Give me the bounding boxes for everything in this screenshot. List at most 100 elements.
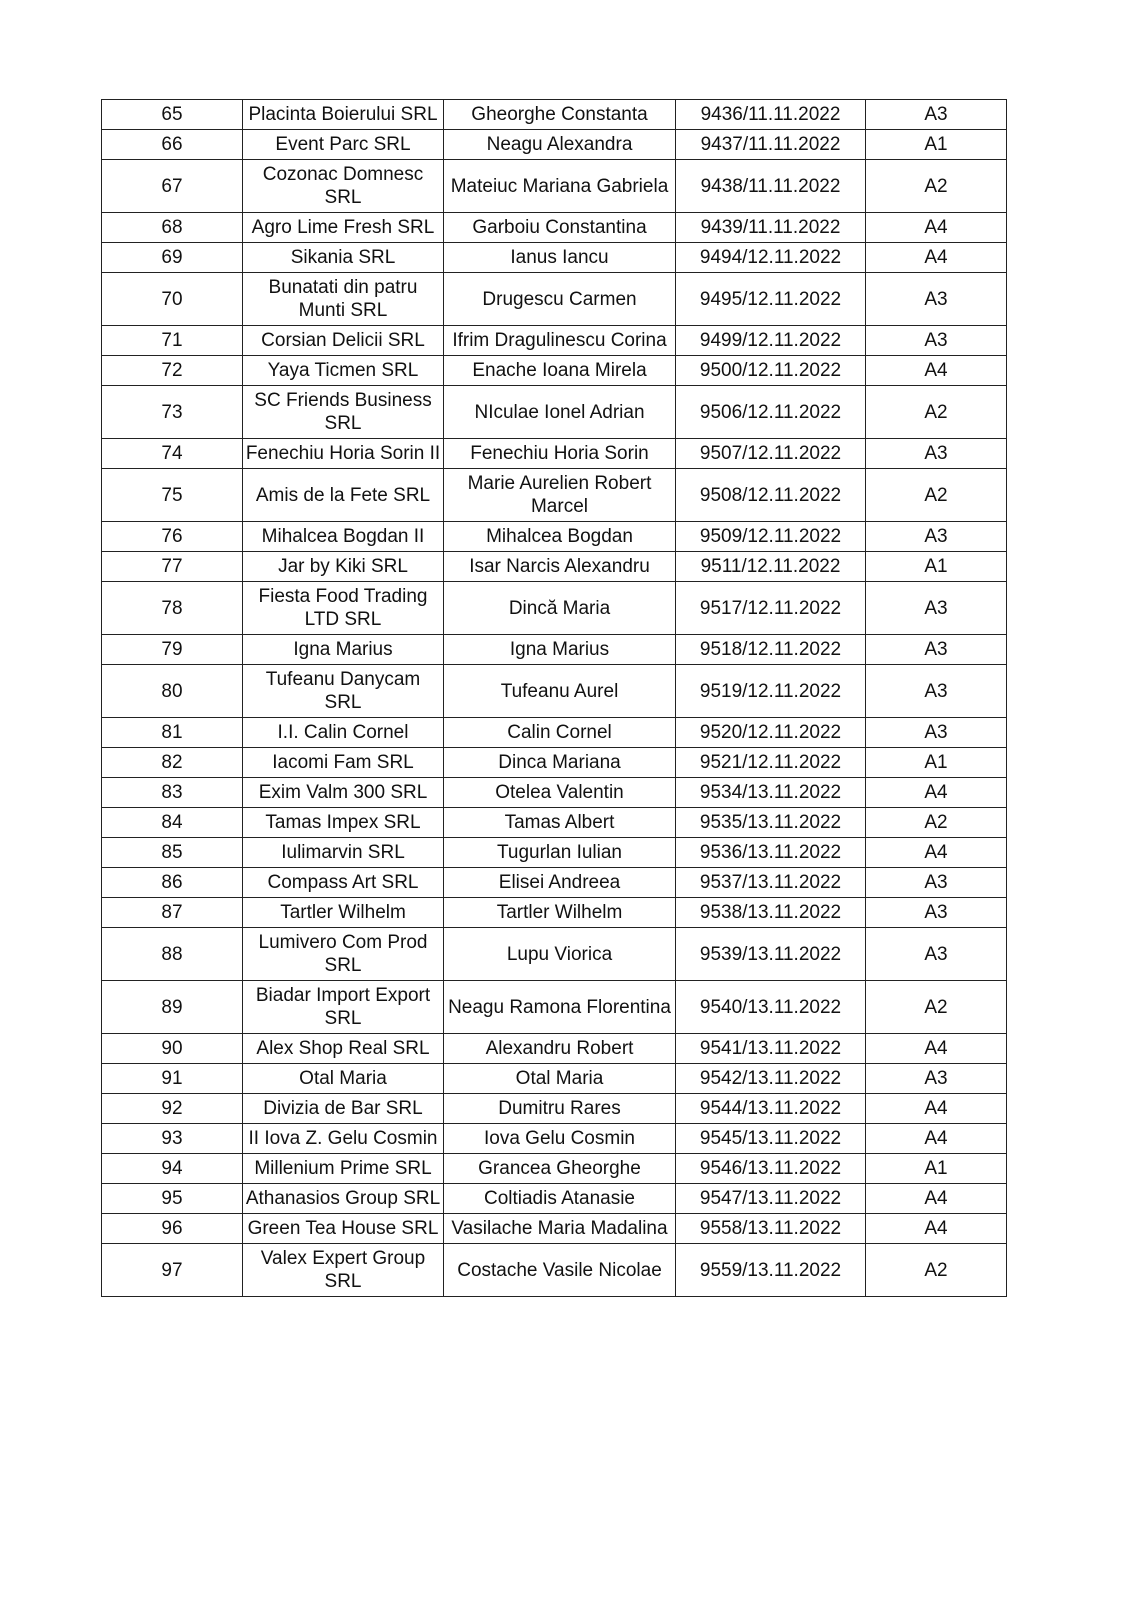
- row-number-cell: 97: [101, 1243, 243, 1297]
- table-row: 66 Event Parc SRL Neagu Alexandra 9437/11.1…: [101, 129, 1007, 160]
- table-row: 87 Tartler Wilhelm Tartler Wilhelm 9538/13.…: [101, 897, 1007, 928]
- table-row: 95 Athanasios Group SRL Coltiadis Atanasie…: [101, 1183, 1007, 1214]
- category-cell: A3: [865, 867, 1007, 898]
- category-cell: A1: [865, 129, 1007, 160]
- person-name-cell: Neagu Ramona Florentina: [443, 980, 676, 1034]
- row-number-cell: 79: [101, 634, 243, 665]
- table-row: 86 Compass Art SRL Elisei Andreea 9537/13.1…: [101, 867, 1007, 898]
- row-number-cell: 80: [101, 664, 243, 718]
- company-name-cell: Corsian Delicii SRL: [242, 325, 444, 356]
- person-name-cell: Ifrim Dragulinescu Corina: [443, 325, 676, 356]
- category-cell: A3: [865, 1063, 1007, 1094]
- table-row: 94 Millenium Prime SRL Grancea Gheorghe 954…: [101, 1153, 1007, 1184]
- person-name-cell: Elisei Andreea: [443, 867, 676, 898]
- row-number-cell: 65: [101, 99, 243, 130]
- row-number-cell: 89: [101, 980, 243, 1034]
- table-row: 88 Lumivero Com Prod SRL Lupu Viorica 9539/…: [101, 927, 1007, 981]
- table-row: 76 Mihalcea Bogdan II Mihalcea Bogdan 9509/…: [101, 521, 1007, 552]
- company-name-cell: Agro Lime Fresh SRL: [242, 212, 444, 243]
- company-name-cell: Sikania SRL: [242, 242, 444, 273]
- registration-number-cell: 9439/11.11.2022: [675, 212, 866, 243]
- row-number-cell: 81: [101, 717, 243, 748]
- row-number-cell: 86: [101, 867, 243, 898]
- category-cell: A3: [865, 438, 1007, 469]
- person-name-cell: Grancea Gheorghe: [443, 1153, 676, 1184]
- person-name-cell: Tufeanu Aurel: [443, 664, 676, 718]
- row-number-cell: 90: [101, 1033, 243, 1064]
- registration-number-cell: 9544/13.11.2022: [675, 1093, 866, 1124]
- row-number-cell: 71: [101, 325, 243, 356]
- registration-number-cell: 9540/13.11.2022: [675, 980, 866, 1034]
- row-number-cell: 84: [101, 807, 243, 838]
- company-name-cell: Cozonac Domnesc SRL: [242, 159, 444, 213]
- table-row: 72 Yaya Ticmen SRL Enache Ioana Mirela 9500…: [101, 355, 1007, 386]
- row-number-cell: 68: [101, 212, 243, 243]
- row-number-cell: 74: [101, 438, 243, 469]
- person-name-cell: Tugurlan Iulian: [443, 837, 676, 868]
- category-cell: A4: [865, 355, 1007, 386]
- table-row: 71 Corsian Delicii SRL Ifrim Dragulinescu …: [101, 325, 1007, 356]
- table-row: 80 Tufeanu Danycam SRL Tufeanu Aurel 9519/1…: [101, 664, 1007, 718]
- registration-number-cell: 9558/13.11.2022: [675, 1213, 866, 1244]
- person-name-cell: Lupu Viorica: [443, 927, 676, 981]
- company-name-cell: Iacomi Fam SRL: [242, 747, 444, 778]
- category-cell: A4: [865, 242, 1007, 273]
- company-name-cell: Otal Maria: [242, 1063, 444, 1094]
- table-row: 91 Otal Maria Otal Maria 9542/13.11.2022 A3: [101, 1063, 1007, 1094]
- registration-number-cell: 9541/13.11.2022: [675, 1033, 866, 1064]
- person-name-cell: Mihalcea Bogdan: [443, 521, 676, 552]
- registration-number-cell: 9545/13.11.2022: [675, 1123, 866, 1154]
- registration-number-cell: 9517/12.11.2022: [675, 581, 866, 635]
- registration-number-cell: 9508/12.11.2022: [675, 468, 866, 522]
- category-cell: A4: [865, 212, 1007, 243]
- category-cell: A2: [865, 159, 1007, 213]
- company-name-cell: I.I. Calin Cornel: [242, 717, 444, 748]
- registration-number-cell: 9521/12.11.2022: [675, 747, 866, 778]
- person-name-cell: Igna Marius: [443, 634, 676, 665]
- company-name-cell: Yaya Ticmen SRL: [242, 355, 444, 386]
- category-cell: A2: [865, 807, 1007, 838]
- table-row: 96 Green Tea House SRL Vasilache Maria Mad…: [101, 1213, 1007, 1244]
- company-name-cell: Millenium Prime SRL: [242, 1153, 444, 1184]
- registration-number-cell: 9539/13.11.2022: [675, 927, 866, 981]
- registration-number-cell: 9495/12.11.2022: [675, 272, 866, 326]
- table-row: 83 Exim Valm 300 SRL Otelea Valentin 9534/1…: [101, 777, 1007, 808]
- row-number-cell: 96: [101, 1213, 243, 1244]
- category-cell: A3: [865, 927, 1007, 981]
- table-row: 67 Cozonac Domnesc SRL Mateiuc Mariana Gab…: [101, 159, 1007, 213]
- table-row: 79 Igna Marius Igna Marius 9518/12.11.2022 A…: [101, 634, 1007, 665]
- person-name-cell: Otelea Valentin: [443, 777, 676, 808]
- category-cell: A4: [865, 1123, 1007, 1154]
- row-number-cell: 72: [101, 355, 243, 386]
- registration-number-cell: 9437/11.11.2022: [675, 129, 866, 160]
- person-name-cell: Drugescu Carmen: [443, 272, 676, 326]
- row-number-cell: 95: [101, 1183, 243, 1214]
- registration-number-cell: 9436/11.11.2022: [675, 99, 866, 130]
- row-number-cell: 66: [101, 129, 243, 160]
- row-number-cell: 91: [101, 1063, 243, 1094]
- person-name-cell: Marie Aurelien Robert Marcel: [443, 468, 676, 522]
- company-name-cell: Placinta Boierului SRL: [242, 99, 444, 130]
- row-number-cell: 94: [101, 1153, 243, 1184]
- registration-number-cell: 9535/13.11.2022: [675, 807, 866, 838]
- row-number-cell: 75: [101, 468, 243, 522]
- category-cell: A3: [865, 99, 1007, 130]
- row-number-cell: 73: [101, 385, 243, 439]
- category-cell: A1: [865, 1153, 1007, 1184]
- company-name-cell: Igna Marius: [242, 634, 444, 665]
- registration-number-cell: 9542/13.11.2022: [675, 1063, 866, 1094]
- table-row: 73 SC Friends Business SRL NIculae Ionel A…: [101, 385, 1007, 439]
- registry-table: 65 Placinta Boierului SRL Gheorghe Constan…: [101, 99, 1007, 1297]
- company-name-cell: Compass Art SRL: [242, 867, 444, 898]
- table-row: 78 Fiesta Food Trading LTD SRL Dincă Maria…: [101, 581, 1007, 635]
- company-name-cell: Fenechiu Horia Sorin II: [242, 438, 444, 469]
- category-cell: A4: [865, 777, 1007, 808]
- registration-number-cell: 9438/11.11.2022: [675, 159, 866, 213]
- registration-number-cell: 9520/12.11.2022: [675, 717, 866, 748]
- company-name-cell: Tufeanu Danycam SRL: [242, 664, 444, 718]
- table-row: 89 Biadar Import Export SRL Neagu Ramona F…: [101, 980, 1007, 1034]
- registration-number-cell: 9518/12.11.2022: [675, 634, 866, 665]
- row-number-cell: 93: [101, 1123, 243, 1154]
- category-cell: A3: [865, 581, 1007, 635]
- company-name-cell: Green Tea House SRL: [242, 1213, 444, 1244]
